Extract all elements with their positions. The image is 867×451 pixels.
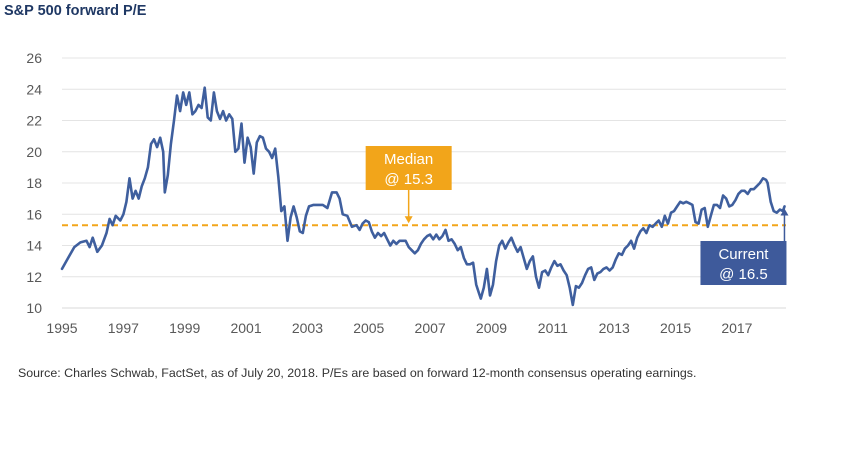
y-tick-label: 24 (26, 81, 42, 97)
x-tick-label: 2017 (721, 320, 752, 336)
x-axis: 1995 1997 1999 2001 2003 2005 2007 2009 2011 2013… (46, 320, 752, 336)
x-tick-label: 2007 (415, 320, 446, 336)
x-tick-label: 2005 (353, 320, 384, 336)
y-tick-label: 18 (26, 175, 42, 191)
y-tick-label: 26 (26, 50, 42, 66)
y-axis: 10 12 14 16 18 20 22 24 26 (26, 50, 42, 316)
source-note: Source: Charles Schwab, FactSet, as of J… (18, 366, 697, 380)
y-tick-label: 16 (26, 206, 42, 222)
median-callout: Median @ 15.3 (365, 146, 452, 224)
y-tick-label: 14 (26, 238, 42, 254)
current-callout: Current @ 16.5 (700, 208, 789, 285)
y-tick-label: 10 (26, 300, 42, 316)
x-tick-label: 1997 (108, 320, 139, 336)
y-tick-label: 12 (26, 269, 42, 285)
x-tick-label: 1995 (46, 320, 77, 336)
median-label-line2: @ 15.3 (384, 171, 433, 188)
median-arrowhead (404, 216, 413, 224)
median-callout-box (365, 146, 452, 190)
x-tick-label: 2015 (660, 320, 691, 336)
median-label-line1: Median (384, 151, 433, 168)
chart-title: S&P 500 forward P/E (4, 3, 147, 19)
current-label-line1: Current (718, 246, 769, 263)
y-tick-label: 22 (26, 113, 42, 129)
x-tick-label: 2009 (476, 320, 507, 336)
x-tick-label: 2013 (599, 320, 630, 336)
x-tick-label: 2003 (292, 320, 323, 336)
current-arrowhead (780, 208, 789, 216)
current-label-line2: @ 16.5 (719, 266, 768, 283)
x-tick-label: 1999 (169, 320, 200, 336)
x-tick-label: 2001 (230, 320, 261, 336)
y-tick-label: 20 (26, 144, 42, 160)
x-tick-label: 2011 (538, 320, 568, 336)
current-callout-box (700, 241, 787, 285)
series-line (60, 86, 786, 307)
pe-line-chart: 10 12 14 16 18 20 22 24 26 1995 1997 1999 2001 2003 2… (26, 50, 789, 336)
